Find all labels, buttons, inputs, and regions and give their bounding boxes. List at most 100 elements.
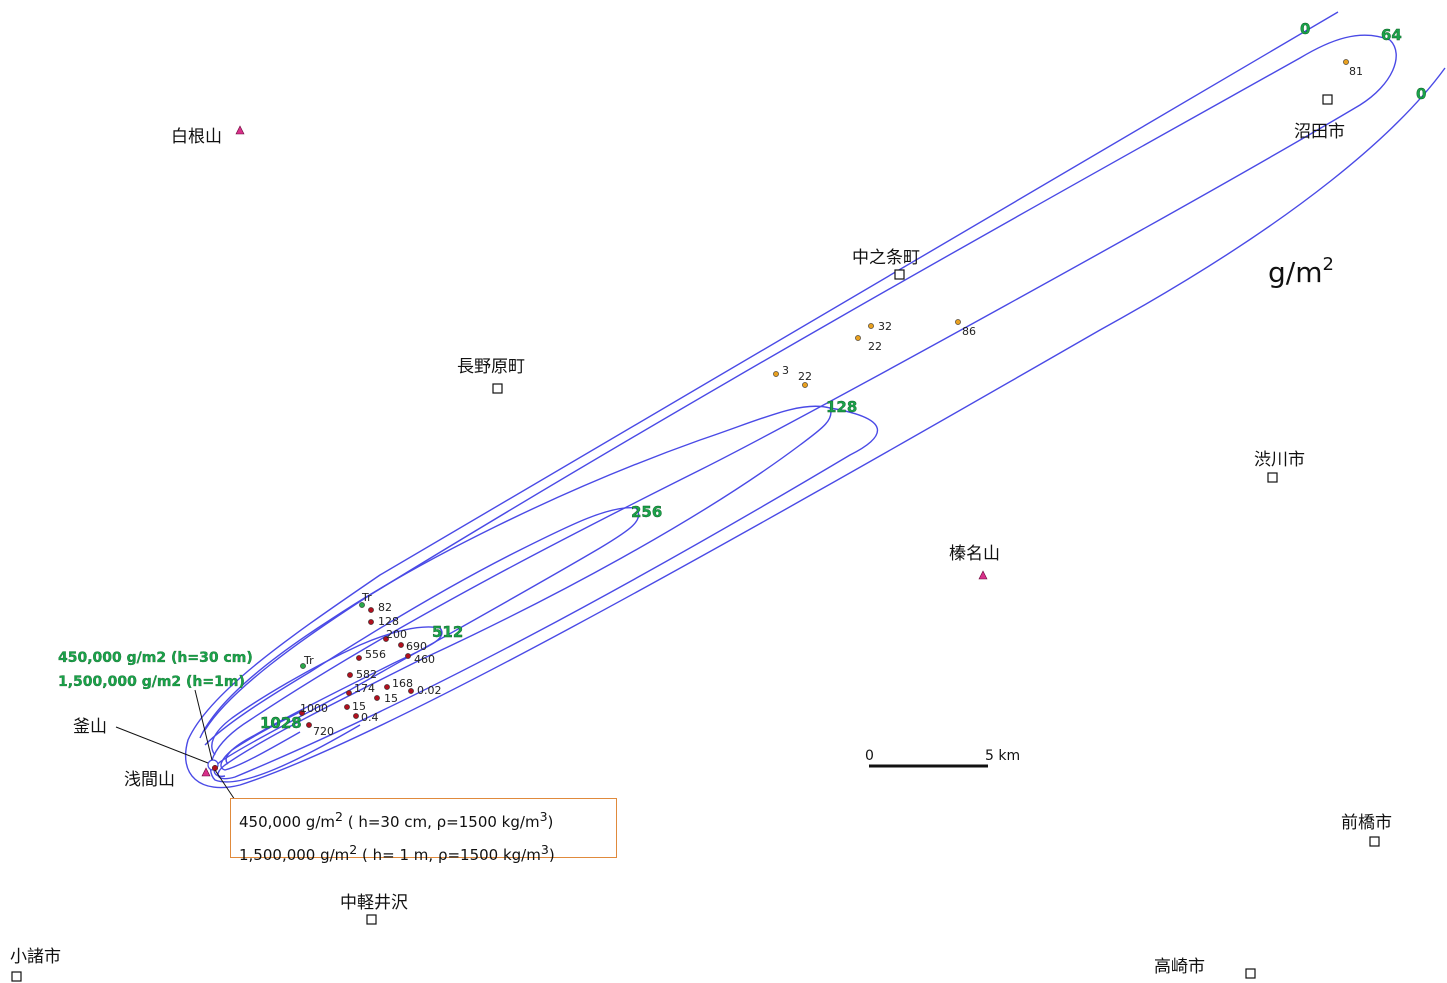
- unit-superscript: 2: [1322, 254, 1333, 275]
- sample-label: Tr: [361, 591, 372, 604]
- contour-1028: [220, 711, 301, 771]
- volcano-icon: [235, 125, 245, 135]
- sample-point: [346, 690, 352, 696]
- contour-128-loop: [199, 405, 831, 739]
- contour-256: [213, 507, 640, 777]
- note-box-line2: 1,500,000 g/m2 ( h= 1 m, ρ=1500 kg/m3): [239, 836, 608, 869]
- leader-lines: [115, 689, 236, 801]
- sample-label: 15: [384, 692, 398, 705]
- place-komoro: 小諸市: [10, 947, 61, 967]
- sample-point: [1343, 59, 1349, 65]
- place-kamayama: 釜山: [73, 717, 107, 737]
- sample-point: [374, 695, 380, 701]
- place-labels: 白根山 沼田市 中之条町 長野原町 渋川市 榛名山 釜山 浅間山 前橋市 中軽井…: [10, 122, 1392, 977]
- place-maebashi: 前橋市: [1341, 813, 1392, 833]
- green-note-line2: 1,500,000 g/m2 (h=1m): [58, 674, 245, 690]
- place-nakakaruizawa: 中軽井沢: [340, 893, 408, 913]
- note-box: 450,000 g/m2 ( h=30 cm, ρ=1500 kg/m3) 1,…: [230, 798, 617, 864]
- town-markers: [11, 94, 1380, 982]
- note-line1-c: ): [547, 813, 554, 831]
- sample-label: 0.02: [417, 684, 442, 697]
- sample-point: [300, 663, 306, 669]
- sample-label: 690: [406, 640, 427, 653]
- contour-lines: [184, 11, 1446, 789]
- leader-kamayama: [115, 726, 209, 764]
- sample-points: [299, 59, 1349, 728]
- place-asama: 浅間山: [124, 770, 175, 790]
- sample-label: 0.4: [361, 711, 379, 724]
- volcano-icon: [978, 570, 988, 580]
- contour-64-upper: [204, 34, 1391, 731]
- contour-label: 1028: [260, 714, 302, 732]
- contour-label: 512: [432, 623, 463, 641]
- sample-point: [347, 672, 353, 678]
- note-line2-sup2: 3: [540, 842, 549, 857]
- volcano-icon: [201, 767, 211, 777]
- place-shirane: 白根山: [171, 127, 222, 147]
- leader-note-box: [214, 769, 236, 801]
- sample-point: [408, 688, 414, 694]
- sample-label: 556: [365, 648, 386, 661]
- contour-label: 0: [1300, 20, 1310, 38]
- sample-label: 174: [354, 682, 375, 695]
- sample-label: 460: [414, 653, 435, 666]
- contour-64: [209, 39, 1397, 783]
- contour-label: 0: [1416, 85, 1426, 103]
- sample-label: 168: [392, 677, 413, 690]
- sample-point: [398, 642, 404, 648]
- contour-labels: 0 64 0 128 256 512 1028: [260, 20, 1427, 732]
- sample-label: 1000: [300, 702, 328, 715]
- sample-point: [855, 335, 861, 341]
- sample-label: 22: [868, 340, 882, 353]
- town-square-icon: [1322, 94, 1333, 105]
- note-line2-b: ( h= 1 m, ρ=1500 kg/m: [357, 846, 541, 864]
- green-note: 450,000 g/m2 (h=30 cm) 1,500,000 g/m2 (h…: [58, 650, 253, 690]
- sample-label: 128: [378, 615, 399, 628]
- sample-label: 720: [313, 725, 334, 738]
- sample-label: 32: [878, 320, 892, 333]
- town-square-icon: [1245, 968, 1256, 979]
- sample-point: [306, 722, 312, 728]
- sample-label: 3: [782, 364, 789, 377]
- sample-label: 15: [352, 700, 366, 713]
- contour-128: [217, 407, 879, 780]
- sample-point: [368, 619, 374, 625]
- note-line1-sup: 2: [334, 809, 343, 824]
- contour-label: 64: [1381, 26, 1402, 44]
- sample-point: [955, 319, 961, 325]
- vent-dot-icon: [211, 764, 219, 772]
- sample-point: [405, 653, 411, 659]
- sample-label: 22: [798, 370, 812, 383]
- contour-256-b: [204, 507, 637, 746]
- sample-point: [359, 602, 365, 608]
- place-numata: 沼田市: [1294, 122, 1345, 142]
- note-line1-sup2: 3: [539, 809, 548, 824]
- sample-labels: 81 32 22 86 3 22 Tr 82 128 200 690 460 5…: [300, 65, 1363, 738]
- green-note-line1: 450,000 g/m2 (h=30 cm): [58, 650, 253, 666]
- contour-0-outer: [184, 11, 1446, 789]
- sample-point: [868, 323, 874, 329]
- place-haruna: 榛名山: [949, 544, 1000, 564]
- place-nakanojo: 中之条町: [852, 248, 920, 268]
- note-line2-a: 1,500,000 g/m: [239, 846, 350, 864]
- sample-label: 82: [378, 601, 392, 614]
- place-naganohara: 長野原町: [457, 357, 525, 377]
- town-square-icon: [11, 971, 22, 982]
- town-square-icon: [894, 269, 905, 280]
- town-square-icon: [1369, 836, 1380, 847]
- contour-label: 128: [826, 398, 857, 416]
- note-box-line1: 450,000 g/m2 ( h=30 cm, ρ=1500 kg/m3): [239, 803, 608, 836]
- sample-label: 81: [1349, 65, 1363, 78]
- sample-point: [383, 636, 389, 642]
- scale-start: 0: [865, 748, 874, 764]
- note-line1-b: ( h=30 cm, ρ=1500 kg/m: [342, 813, 540, 831]
- town-square-icon: [366, 914, 377, 925]
- sample-point: [299, 710, 305, 716]
- sample-point: [356, 655, 362, 661]
- scale-end: 5 km: [985, 748, 1020, 764]
- place-shibukawa: 渋川市: [1254, 450, 1305, 470]
- unit-label: g/m2: [1268, 254, 1334, 289]
- sample-label: 582: [356, 668, 377, 681]
- vent-marker: [207, 759, 219, 772]
